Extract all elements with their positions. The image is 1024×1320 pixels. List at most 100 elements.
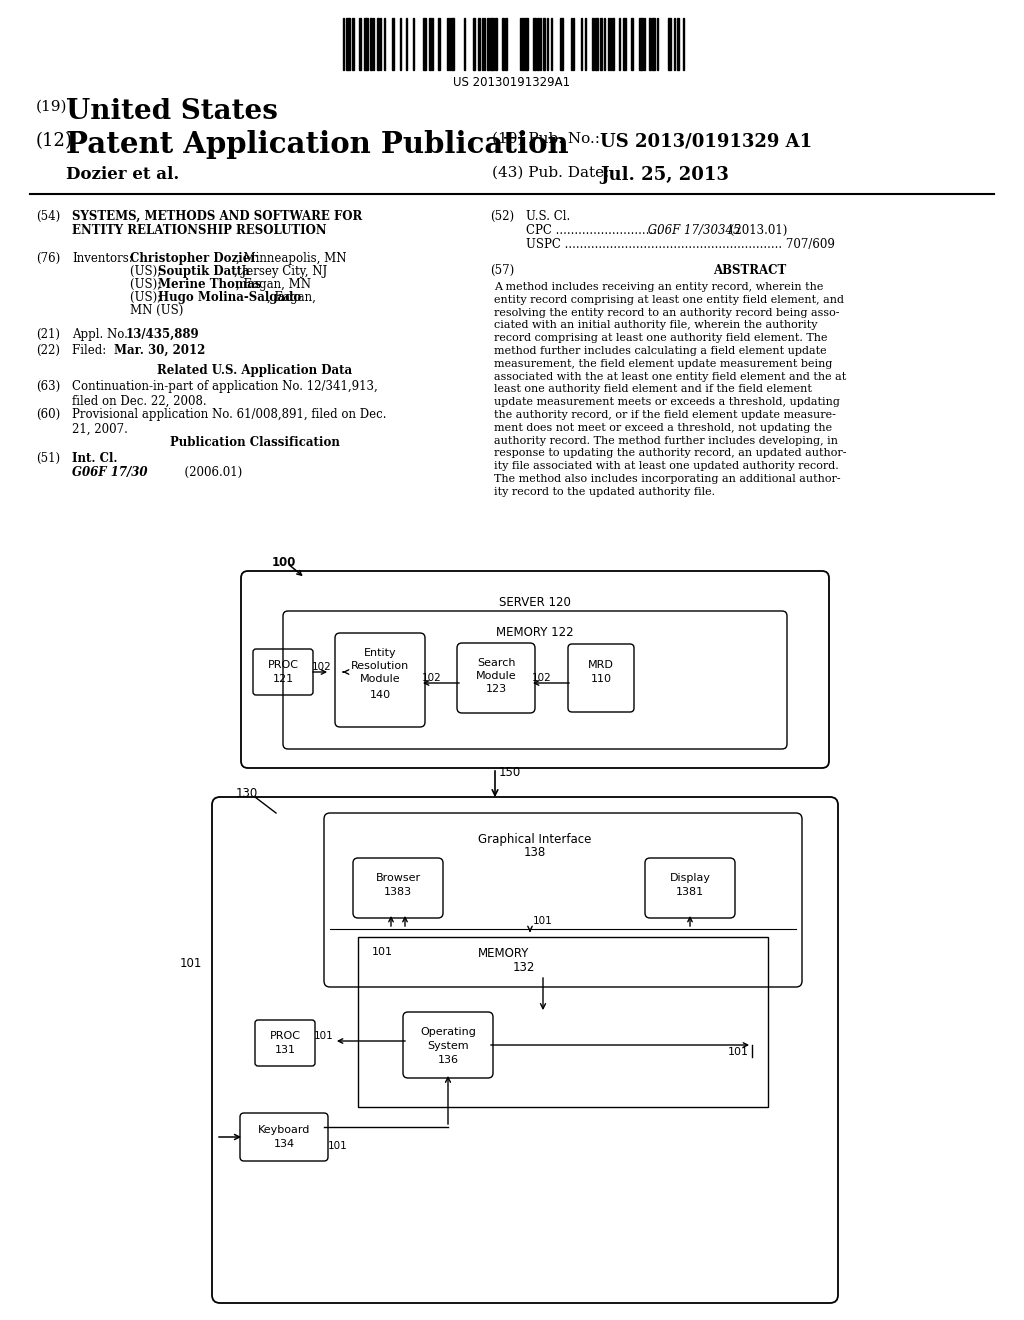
Text: 132: 132: [513, 961, 536, 974]
Text: 121: 121: [272, 675, 294, 684]
Text: US 20130191329A1: US 20130191329A1: [454, 77, 570, 88]
Text: Browser: Browser: [376, 873, 421, 883]
Text: (19): (19): [36, 100, 68, 114]
Text: MEMORY 122: MEMORY 122: [497, 626, 573, 639]
Text: 1381: 1381: [676, 887, 705, 898]
Text: 150: 150: [499, 766, 521, 779]
Bar: [346, 18, 350, 70]
Bar: [352, 18, 354, 70]
Text: (10) Pub. No.:: (10) Pub. No.:: [492, 132, 600, 147]
Bar: [490, 18, 494, 70]
Text: (76): (76): [36, 252, 60, 265]
Bar: [649, 18, 651, 70]
Bar: [505, 18, 507, 70]
Text: (22): (22): [36, 345, 60, 356]
Text: (2006.01): (2006.01): [147, 466, 243, 479]
Text: Entity: Entity: [364, 648, 396, 657]
Text: 130: 130: [236, 787, 258, 800]
Text: 134: 134: [273, 1139, 295, 1148]
Text: 13/435,889: 13/435,889: [126, 327, 200, 341]
Text: US 2013/0191329 A1: US 2013/0191329 A1: [600, 132, 812, 150]
Text: Search: Search: [477, 657, 515, 668]
Text: Publication Classification: Publication Classification: [170, 436, 340, 449]
Text: 102: 102: [532, 673, 552, 682]
Text: CPC ............................: CPC ............................: [526, 224, 660, 238]
Bar: [677, 18, 679, 70]
Text: 123: 123: [485, 684, 507, 694]
Text: Keyboard: Keyboard: [258, 1125, 310, 1135]
Text: Display: Display: [670, 873, 711, 883]
Bar: [595, 18, 598, 70]
Text: (US);: (US);: [130, 290, 165, 304]
Text: 136: 136: [437, 1055, 459, 1065]
Text: (54): (54): [36, 210, 60, 223]
Text: PROC: PROC: [267, 660, 299, 671]
Text: A method includes receiving an entity record, wherein the
entity record comprisi: A method includes receiving an entity re…: [494, 282, 847, 496]
Bar: [560, 18, 563, 70]
Bar: [522, 18, 524, 70]
Bar: [359, 18, 361, 70]
Text: 1383: 1383: [384, 887, 412, 898]
Bar: [612, 18, 614, 70]
Text: 138: 138: [524, 846, 546, 859]
Bar: [639, 18, 643, 70]
Text: (US);: (US);: [130, 279, 165, 290]
Text: 102: 102: [422, 673, 441, 682]
Text: G06F 17/30: G06F 17/30: [72, 466, 147, 479]
Text: Filed:: Filed:: [72, 345, 121, 356]
Bar: [364, 18, 368, 70]
Text: Related U.S. Application Data: Related U.S. Application Data: [158, 364, 352, 378]
Text: , Eagan,: , Eagan,: [267, 290, 315, 304]
Text: MRD: MRD: [588, 660, 614, 671]
Bar: [631, 18, 633, 70]
Text: (57): (57): [490, 264, 514, 277]
Text: Module: Module: [476, 671, 516, 681]
Text: Operating: Operating: [420, 1027, 476, 1038]
Text: (2013.01): (2013.01): [726, 224, 787, 238]
Text: Merine Thomas: Merine Thomas: [158, 279, 261, 290]
Text: (52): (52): [490, 210, 514, 223]
Text: ABSTRACT: ABSTRACT: [714, 264, 786, 277]
Text: Continuation-in-part of application No. 12/341,913,
filed on Dec. 22, 2008.: Continuation-in-part of application No. …: [72, 380, 378, 408]
Text: 101: 101: [314, 1031, 334, 1041]
Bar: [451, 18, 454, 70]
Text: 131: 131: [274, 1045, 296, 1055]
Text: United States: United States: [66, 98, 278, 125]
Text: System: System: [427, 1041, 469, 1051]
Text: Jul. 25, 2013: Jul. 25, 2013: [600, 166, 729, 183]
Text: , Jersey City, NJ: , Jersey City, NJ: [234, 265, 328, 279]
Text: Christopher Dozier: Christopher Dozier: [130, 252, 257, 265]
Bar: [377, 18, 379, 70]
Text: Graphical Interface: Graphical Interface: [478, 833, 592, 846]
Bar: [652, 18, 655, 70]
Text: Resolution: Resolution: [351, 661, 410, 671]
Bar: [478, 18, 480, 70]
Bar: [438, 18, 440, 70]
Text: PROC: PROC: [269, 1031, 300, 1041]
Text: (43) Pub. Date:: (43) Pub. Date:: [492, 166, 609, 180]
Text: 101: 101: [328, 1140, 348, 1151]
Bar: [423, 18, 426, 70]
Bar: [623, 18, 626, 70]
Text: Module: Module: [359, 675, 400, 684]
Bar: [473, 18, 475, 70]
Bar: [534, 18, 536, 70]
Text: Appl. No.:: Appl. No.:: [72, 327, 135, 341]
Bar: [370, 18, 372, 70]
Text: MEMORY: MEMORY: [478, 946, 529, 960]
Text: , Minneapolis, MN: , Minneapolis, MN: [236, 252, 346, 265]
Bar: [392, 18, 394, 70]
Text: (12): (12): [36, 132, 73, 150]
Text: Provisional application No. 61/008,891, filed on Dec.
21, 2007.: Provisional application No. 61/008,891, …: [72, 408, 386, 436]
Text: Patent Application Publication: Patent Application Publication: [66, 129, 568, 158]
Bar: [502, 18, 504, 70]
Text: 140: 140: [370, 690, 390, 700]
Text: 100: 100: [272, 556, 296, 569]
Text: 101: 101: [180, 957, 203, 970]
Bar: [592, 18, 594, 70]
Text: 101: 101: [534, 916, 553, 927]
Bar: [429, 18, 431, 70]
Text: SYSTEMS, METHODS AND SOFTWARE FOR: SYSTEMS, METHODS AND SOFTWARE FOR: [72, 210, 362, 223]
Text: 101: 101: [728, 1047, 749, 1057]
Text: (US);: (US);: [130, 265, 165, 279]
